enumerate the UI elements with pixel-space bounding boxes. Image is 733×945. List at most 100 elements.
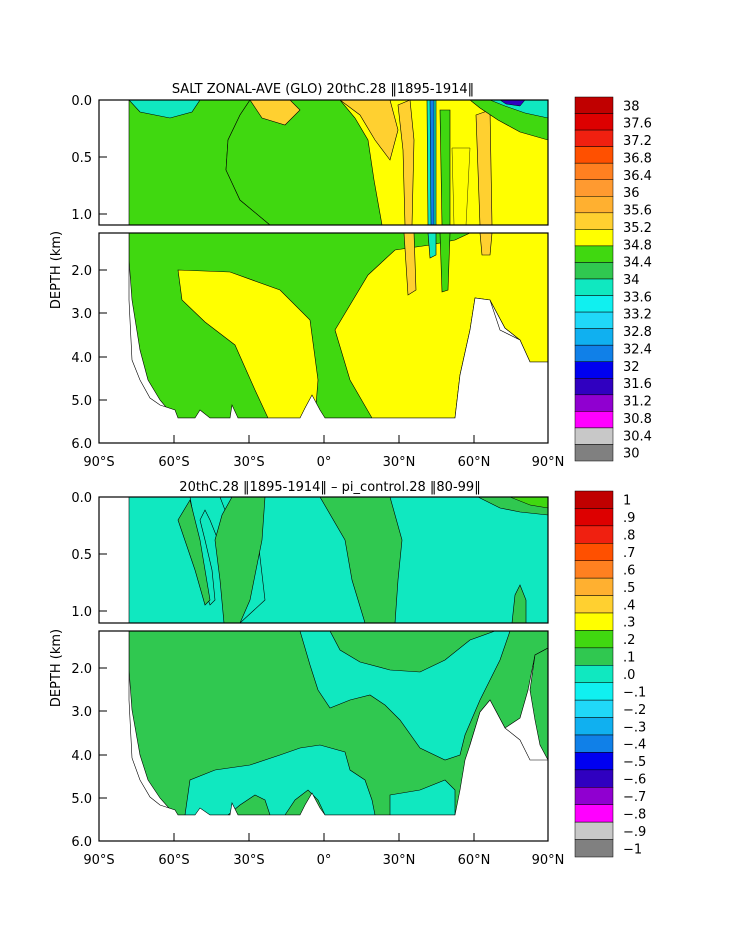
panel-1-lower-field (99, 233, 548, 443)
colorbar-label: −.8 (623, 807, 646, 822)
colorbar-swatch (574, 427, 614, 445)
colorbar-label: .9 (623, 511, 635, 526)
colorbar-swatch (574, 787, 614, 805)
y-tick-label: 5.0 (71, 394, 92, 409)
colorbar-label: 32.4 (623, 342, 652, 357)
y-tick-label: 1.0 (71, 208, 92, 223)
field-region (299, 631, 511, 761)
colorbar-label: 35.6 (623, 204, 652, 219)
panel-2: 20thC.28 ‖1895-1914‖ – pi_control.28 ‖80… (49, 480, 646, 868)
colorbar-label: 36.4 (623, 169, 652, 184)
field-region (509, 497, 548, 509)
field-region (479, 233, 493, 256)
x-tick-label: 30°S (233, 853, 264, 868)
colorbar-swatch (574, 361, 614, 379)
field-region (429, 100, 435, 225)
y-tick-label: 0.0 (71, 94, 92, 109)
field-region (214, 497, 266, 623)
panel-2-upper-field (128, 497, 548, 623)
colorbar-label: 30 (623, 447, 640, 462)
y-tick-label: 2.0 (71, 264, 92, 279)
panel-1-upper-field (128, 100, 548, 225)
x-tick-label: 30°N (383, 853, 416, 868)
panel-1-y-axis: 0.0 0.5 1.0 2.0 3.0 4.0 5.0 6.0 DEPTH (k… (49, 94, 107, 452)
x-tick-label: 60°N (458, 853, 491, 868)
colorbar-swatch (574, 113, 614, 131)
colorbar-label: 31.6 (623, 377, 652, 392)
x-tick-label: 30°N (383, 455, 416, 470)
colorbar-swatch (574, 560, 614, 579)
x-tick-label: 0° (317, 853, 332, 868)
colorbar-swatch (574, 311, 614, 329)
panel-1-colorbar: 38 37.6 37.2 36.8 36.4 36 35.6 35.2 34.8 34.4 34 33… (574, 96, 652, 462)
y-tick-label: 4.0 (71, 749, 92, 764)
x-tick-label: 90°N (532, 853, 565, 868)
colorbar-label: −.6 (623, 773, 646, 788)
colorbar-swatch (574, 229, 614, 247)
y-tick-label: 5.0 (71, 792, 92, 807)
colorbar-label: −.4 (623, 738, 646, 753)
colorbar-swatch (574, 162, 614, 180)
colorbar-label: −.7 (623, 790, 646, 805)
panel-1-upper-frame (98, 99, 549, 226)
colorbar-swatch (574, 543, 614, 561)
field-region (439, 109, 451, 225)
colorbar-label: 37.2 (623, 134, 652, 149)
y-axis-label: DEPTH (km) (49, 231, 64, 309)
colorbar-label: −.2 (623, 703, 646, 718)
colorbar-label: 34 (623, 273, 640, 288)
bathymetry-mask (99, 233, 548, 443)
colorbar-label: .4 (623, 598, 635, 613)
colorbar-label: .1 (623, 651, 635, 666)
panel-2-lower-field (99, 631, 548, 841)
colorbar-swatch (574, 179, 614, 197)
colorbar-label: 1 (623, 494, 631, 509)
colorbar-label: 30.4 (623, 429, 652, 444)
colorbar-swatch (574, 96, 614, 114)
colorbar-label: .2 (623, 633, 635, 648)
colorbar-swatch (574, 717, 614, 736)
colorbar-label: −.1 (623, 685, 646, 700)
colorbar-swatch (574, 378, 614, 396)
colorbar-swatch (574, 196, 614, 214)
colorbar-swatch (574, 752, 614, 771)
x-tick-label: 60°S (158, 853, 189, 868)
field-region (529, 647, 548, 761)
colorbar-swatch (574, 734, 614, 753)
panel-1-title: SALT ZONAL-AVE (GLO) 20thC.28 ‖1895-1914… (172, 82, 474, 97)
colorbar-swatch (574, 525, 614, 544)
colorbar-label: 38 (623, 99, 640, 114)
colorbar-swatch (574, 804, 614, 823)
field-region (403, 233, 417, 296)
field-region (511, 584, 527, 623)
panel-1-x-axis: 90°S 60°S 30°S 0° 30°N 60°N 90°N (83, 435, 564, 470)
y-axis-label: DEPTH (km) (49, 629, 64, 707)
panel-2-title: 20thC.28 ‖1895-1914‖ – pi_control.28 ‖80… (179, 480, 480, 495)
field-region (397, 100, 415, 225)
y-tick-label: 3.0 (71, 307, 92, 322)
colorbar-label: −1 (623, 842, 642, 857)
field-region (489, 100, 548, 119)
y-tick-label: 6.0 (71, 835, 92, 850)
x-tick-label: 60°S (158, 455, 189, 470)
colorbar-label: −.9 (623, 825, 646, 840)
colorbar-label: 33.2 (623, 308, 652, 323)
field-region (319, 497, 403, 623)
colorbar-swatch (574, 295, 614, 313)
colorbar-label: .8 (623, 529, 635, 544)
colorbar-swatch (574, 411, 614, 429)
colorbar-label: 31.2 (623, 395, 652, 410)
colorbar-label: 32.8 (623, 325, 652, 340)
x-tick-label: 90°N (532, 455, 565, 470)
colorbar-swatch (574, 612, 614, 631)
field-region (225, 100, 383, 225)
y-tick-label: 6.0 (71, 437, 92, 452)
bathymetry-mask (99, 631, 548, 841)
panel-2-upper-frame (98, 496, 549, 624)
x-tick-label: 0° (317, 455, 332, 470)
colorbar-swatch (574, 245, 614, 263)
y-tick-label: 4.0 (71, 351, 92, 366)
colorbar-swatch (574, 344, 614, 362)
field-region (339, 100, 399, 161)
